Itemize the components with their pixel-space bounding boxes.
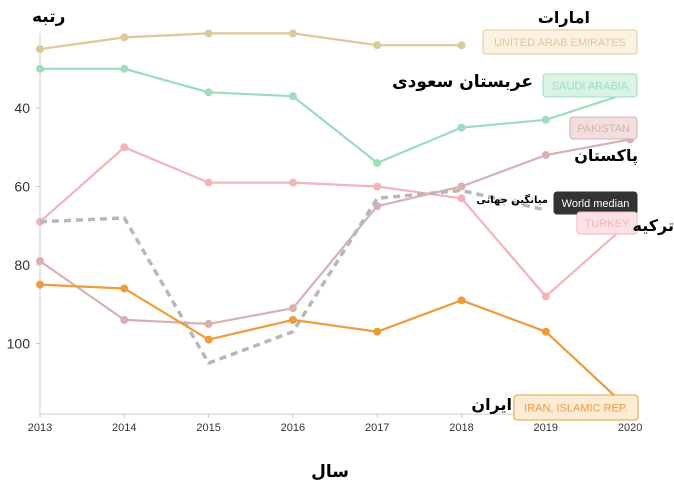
- uae-label-fa: امارات: [538, 8, 590, 27]
- data-point-pakistan: [541, 151, 550, 160]
- chart-axes: 40 60 80 100 2013 2014 2015 2016 2017 2018 2019 202…: [7, 33, 642, 434]
- data-point-saudi-arabia: [373, 158, 382, 167]
- data-point-iran-islamic-rep: [373, 327, 382, 336]
- world-median-tag-text: World median: [562, 198, 630, 210]
- x-tick-label: 2018: [449, 422, 473, 434]
- y-tick-label: 60: [14, 179, 30, 195]
- data-point-united-arab-emirates: [120, 33, 129, 42]
- series-line-pakistan: [39, 138, 631, 325]
- data-point-saudi-arabia: [288, 92, 297, 101]
- data-point-saudi-arabia: [204, 88, 213, 97]
- y-tick-label: 80: [14, 257, 30, 273]
- x-tick-label: 2017: [365, 422, 389, 434]
- series-labels: UNITED ARAB EMIRATES SAUDI ARABIA PAKISTAN…: [392, 8, 674, 421]
- data-point-turkey: [373, 182, 382, 191]
- data-point-pakistan: [457, 182, 466, 191]
- iran-label-fa: ایران: [471, 395, 512, 414]
- turkey-label-fa: ترکیه: [633, 216, 674, 235]
- series-lines: [36, 29, 635, 415]
- data-point-united-arab-emirates: [36, 45, 44, 54]
- x-axis-title: سال: [311, 462, 349, 482]
- data-point-iran-islamic-rep: [541, 327, 550, 336]
- data-point-pakistan: [204, 319, 213, 328]
- uae-tag-box: [482, 29, 638, 55]
- saudi-label-fa: عربستان سعودی: [392, 72, 533, 92]
- x-tick-label: 2013: [28, 422, 52, 434]
- saudi-tag-box: [542, 73, 638, 98]
- pakistan-label-fa: پاکستان: [574, 146, 638, 166]
- series-line-united-arab-emirates: [39, 32, 462, 51]
- data-point-turkey: [36, 217, 44, 226]
- data-point-turkey: [204, 178, 213, 187]
- uae-tag-text: UNITED ARAB EMIRATES: [494, 37, 626, 49]
- data-point-turkey: [457, 194, 466, 203]
- data-point-saudi-arabia: [120, 64, 129, 73]
- data-point-united-arab-emirates: [373, 41, 382, 50]
- series-line-saudi-arabia: [40, 67, 631, 164]
- turkey-tag-box: [576, 211, 638, 235]
- data-point-turkey: [120, 143, 129, 152]
- y-tick-label: 100: [7, 336, 31, 352]
- data-point-pakistan: [120, 315, 129, 324]
- data-point-iran-islamic-rep: [457, 296, 466, 305]
- y-axis-title: رتبه: [32, 7, 65, 27]
- x-tick-label: 2020: [618, 422, 642, 434]
- x-tick-label: 2014: [112, 422, 136, 434]
- x-tick-label: 2016: [281, 422, 305, 434]
- y-tick-label: 40: [14, 100, 30, 116]
- data-point-united-arab-emirates: [457, 41, 466, 50]
- iran-tag-box: [513, 394, 639, 421]
- iran-tag-text: IRAN, ISLAMIC REP.: [524, 403, 628, 415]
- saudi-tag-text: SAUDI ARABIA: [552, 81, 629, 93]
- data-point-turkey: [288, 178, 297, 187]
- data-point-pakistan: [288, 304, 297, 313]
- data-point-saudi-arabia: [541, 115, 550, 124]
- data-point-iran-islamic-rep: [36, 280, 44, 289]
- pakistan-tag-box: [569, 116, 638, 140]
- data-point-united-arab-emirates: [288, 29, 297, 38]
- data-point-pakistan: [36, 257, 44, 266]
- x-tick-label: 2015: [196, 422, 220, 434]
- data-point-iran-islamic-rep: [288, 315, 297, 324]
- data-point-turkey: [541, 292, 550, 301]
- data-point-iran-islamic-rep: [120, 284, 129, 293]
- series-line-world-median: [39, 188, 547, 365]
- world-median-label-fa: میانگین جهانی: [476, 193, 548, 206]
- series-line-turkey: [39, 146, 631, 298]
- data-point-iran-islamic-rep: [204, 335, 213, 344]
- data-point-saudi-arabia: [457, 123, 466, 132]
- data-point-saudi-arabia: [36, 64, 44, 73]
- turkey-tag-text: TURKEY: [585, 218, 630, 230]
- series-line-iran-islamic-rep: [39, 283, 631, 412]
- data-point-united-arab-emirates: [204, 29, 213, 38]
- pakistan-tag-text: PAKISTAN: [577, 123, 630, 135]
- x-tick-label: 2019: [534, 422, 558, 434]
